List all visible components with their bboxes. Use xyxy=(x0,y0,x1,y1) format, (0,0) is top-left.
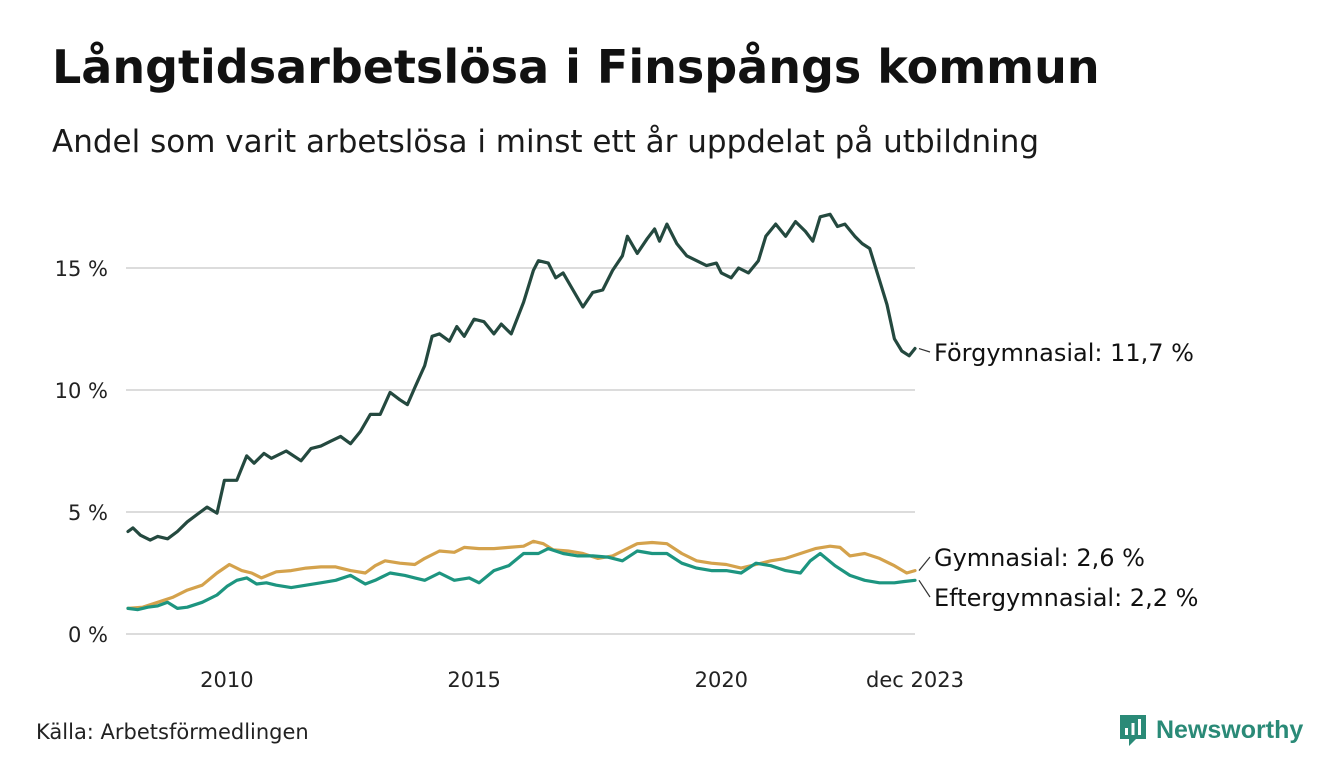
series-end-labels: Förgymnasial: 11,7 % Gymnasial: 2,6 % Efte… xyxy=(918,339,1198,612)
y-tick-label: 15 % xyxy=(55,257,108,281)
brand-name: Newsworthy xyxy=(1156,715,1304,744)
series-label-gymnasial: Gymnasial: 2,6 % xyxy=(934,544,1145,572)
y-tick-label: 10 % xyxy=(55,379,108,403)
label-leader-forgymnasial xyxy=(918,347,931,353)
gridlines xyxy=(126,267,915,635)
label-leader-gymnasial xyxy=(918,556,931,571)
source-note: Källa: Arbetsförmedlingen xyxy=(36,720,309,744)
newsworthy-logo[interactable]: Newsworthy xyxy=(1118,712,1303,748)
x-tick-label: 2020 xyxy=(695,668,748,692)
series-line-gymnasial xyxy=(126,539,917,610)
series-label-forgymnasial: Förgymnasial: 11,7 % xyxy=(934,339,1194,367)
y-tick-label: 0 % xyxy=(68,623,108,647)
series-label-eftergymnasial: Eftergymnasial: 2,2 % xyxy=(934,584,1198,612)
y-axis-tick-labels: 0 % 5 % 10 % 15 % xyxy=(55,257,108,647)
x-tick-label: dec 2023 xyxy=(866,668,964,692)
x-axis-tick-labels: 2010 2015 2020 dec 2023 xyxy=(200,668,964,692)
x-tick-label: 2010 xyxy=(200,668,253,692)
x-tick-label: 2015 xyxy=(447,668,500,692)
newsworthy-icon xyxy=(1120,715,1146,746)
series-line-eftergymnasial xyxy=(126,547,917,612)
chart-subtitle: Andel som varit arbetslösa i minst ett å… xyxy=(52,124,1040,160)
series-line-forgymnasial xyxy=(126,212,917,542)
chart-title: Långtidsarbetslösa i Finspångs kommun xyxy=(52,40,1100,94)
series-lines xyxy=(126,212,917,612)
label-leader-eftergymnasial xyxy=(918,579,931,598)
y-tick-label: 5 % xyxy=(68,501,108,525)
